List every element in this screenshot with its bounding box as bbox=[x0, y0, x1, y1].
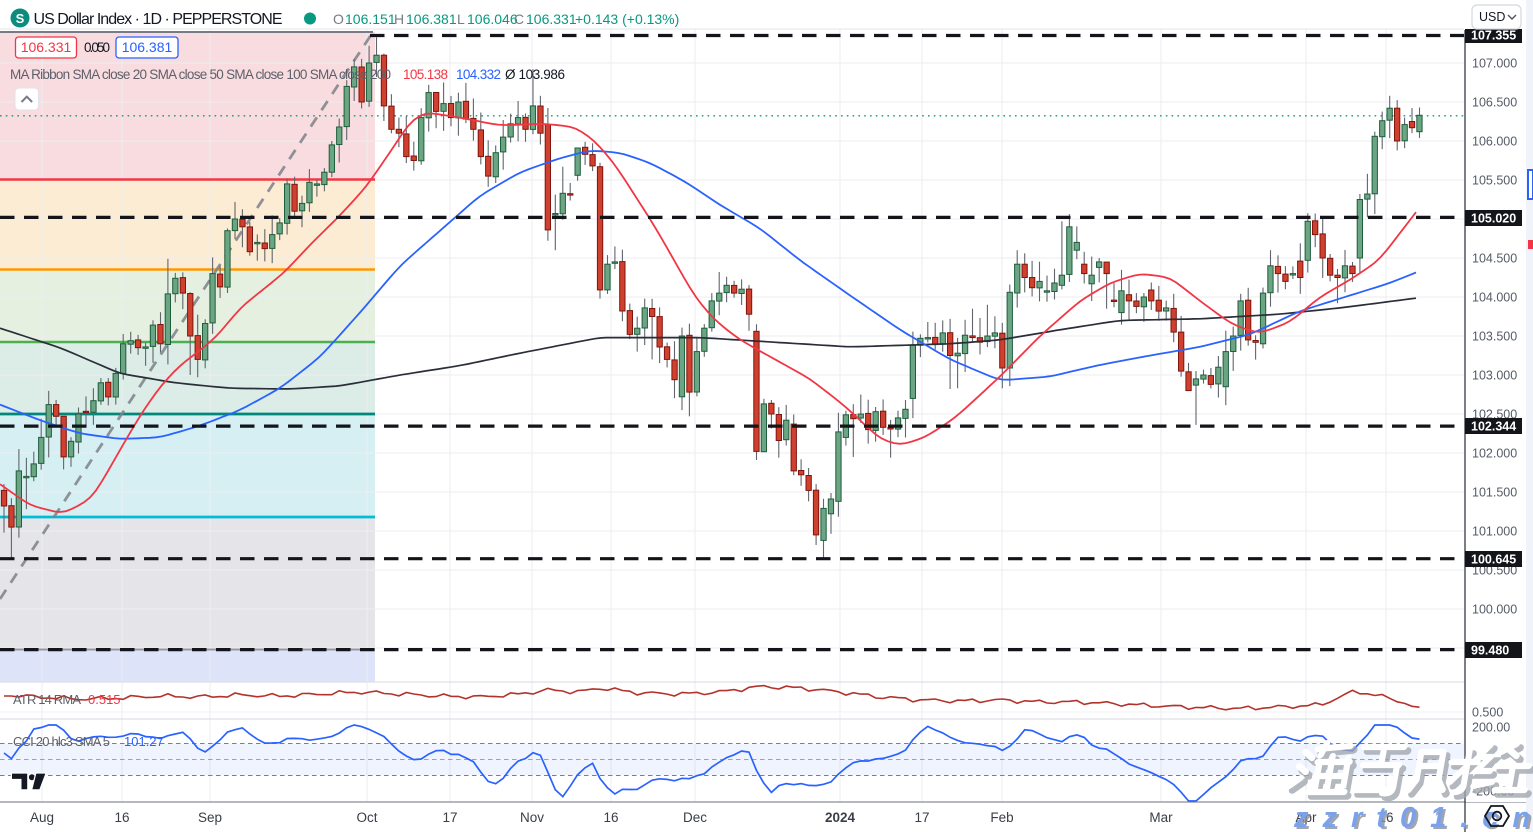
svg-text:106.500: 106.500 bbox=[1472, 96, 1517, 110]
svg-text:101.500: 101.500 bbox=[1472, 486, 1517, 500]
svg-text:O: O bbox=[333, 11, 344, 27]
svg-text:107.355: 107.355 bbox=[1471, 29, 1516, 43]
svg-text:104.332: 104.332 bbox=[456, 67, 501, 82]
svg-text:107.000: 107.000 bbox=[1472, 57, 1517, 71]
svg-text:ATR 14 RMA: ATR 14 RMA bbox=[13, 692, 81, 707]
svg-text:106.000: 106.000 bbox=[1472, 135, 1517, 149]
svg-text:104.000: 104.000 bbox=[1472, 291, 1517, 305]
svg-text:US Dollar Index · 1D · PEPPERS: US Dollar Index · 1D · PEPPERSTONE bbox=[34, 11, 283, 28]
svg-text:105.500: 105.500 bbox=[1472, 174, 1517, 188]
svg-text:106.331: 106.331 bbox=[526, 11, 577, 27]
svg-text:100.000: 100.000 bbox=[1472, 603, 1517, 617]
svg-text:101.27: 101.27 bbox=[124, 734, 164, 749]
svg-text:103.500: 103.500 bbox=[1472, 330, 1517, 344]
svg-text:101.000: 101.000 bbox=[1472, 525, 1517, 539]
svg-text:Feb: Feb bbox=[990, 810, 1013, 825]
svg-text:200.00: 200.00 bbox=[1472, 721, 1510, 735]
svg-text:102.344: 102.344 bbox=[1471, 420, 1516, 434]
svg-text:99.480: 99.480 bbox=[1471, 644, 1509, 658]
svg-text:Mar: Mar bbox=[1149, 810, 1173, 825]
svg-text:106.381: 106.381 bbox=[406, 11, 457, 27]
svg-text:17: 17 bbox=[914, 810, 929, 825]
svg-text:0.515: 0.515 bbox=[88, 692, 121, 707]
svg-text:Aug: Aug bbox=[30, 810, 54, 825]
svg-text:16: 16 bbox=[114, 810, 129, 825]
svg-text:2024: 2024 bbox=[825, 810, 856, 825]
svg-text:16: 16 bbox=[1378, 810, 1393, 825]
svg-text:106.381: 106.381 bbox=[122, 39, 173, 55]
svg-text:Oct: Oct bbox=[356, 810, 377, 825]
svg-text:Nov: Nov bbox=[520, 810, 544, 825]
svg-text:100.645: 100.645 bbox=[1471, 553, 1516, 567]
svg-text:106.151: 106.151 bbox=[345, 11, 396, 27]
svg-text:+0.143 (+0.13%): +0.143 (+0.13%) bbox=[575, 11, 679, 27]
svg-text:0.500: 0.500 bbox=[1472, 706, 1503, 720]
svg-text:106.331: 106.331 bbox=[21, 39, 72, 55]
svg-text:L: L bbox=[457, 11, 465, 27]
svg-text:105.138: 105.138 bbox=[403, 67, 448, 82]
svg-text:102.000: 102.000 bbox=[1472, 447, 1517, 461]
svg-text:C: C bbox=[514, 11, 524, 27]
svg-text:17: 17 bbox=[442, 810, 457, 825]
svg-text:104.500: 104.500 bbox=[1472, 252, 1517, 266]
svg-text:Apr: Apr bbox=[1295, 810, 1317, 825]
svg-text:CCI 20 hlc3 SMA 5: CCI 20 hlc3 SMA 5 bbox=[13, 734, 110, 749]
svg-text:103.000: 103.000 bbox=[1472, 369, 1517, 383]
svg-text:0.050: 0.050 bbox=[84, 40, 110, 55]
svg-text:MA Ribbon SMA close 20 SMA clo: MA Ribbon SMA close 20 SMA close 50 SMA … bbox=[10, 67, 391, 82]
svg-text:Ø 103.986: Ø 103.986 bbox=[505, 67, 565, 82]
svg-text:106.046: 106.046 bbox=[467, 11, 518, 27]
svg-text:16: 16 bbox=[603, 810, 618, 825]
svg-text:Sep: Sep bbox=[198, 810, 222, 825]
svg-text:S: S bbox=[16, 11, 25, 26]
svg-text:H: H bbox=[394, 11, 404, 27]
svg-text:USD: USD bbox=[1479, 10, 1505, 24]
svg-text:Dec: Dec bbox=[683, 810, 707, 825]
svg-text:105.020: 105.020 bbox=[1471, 212, 1516, 226]
